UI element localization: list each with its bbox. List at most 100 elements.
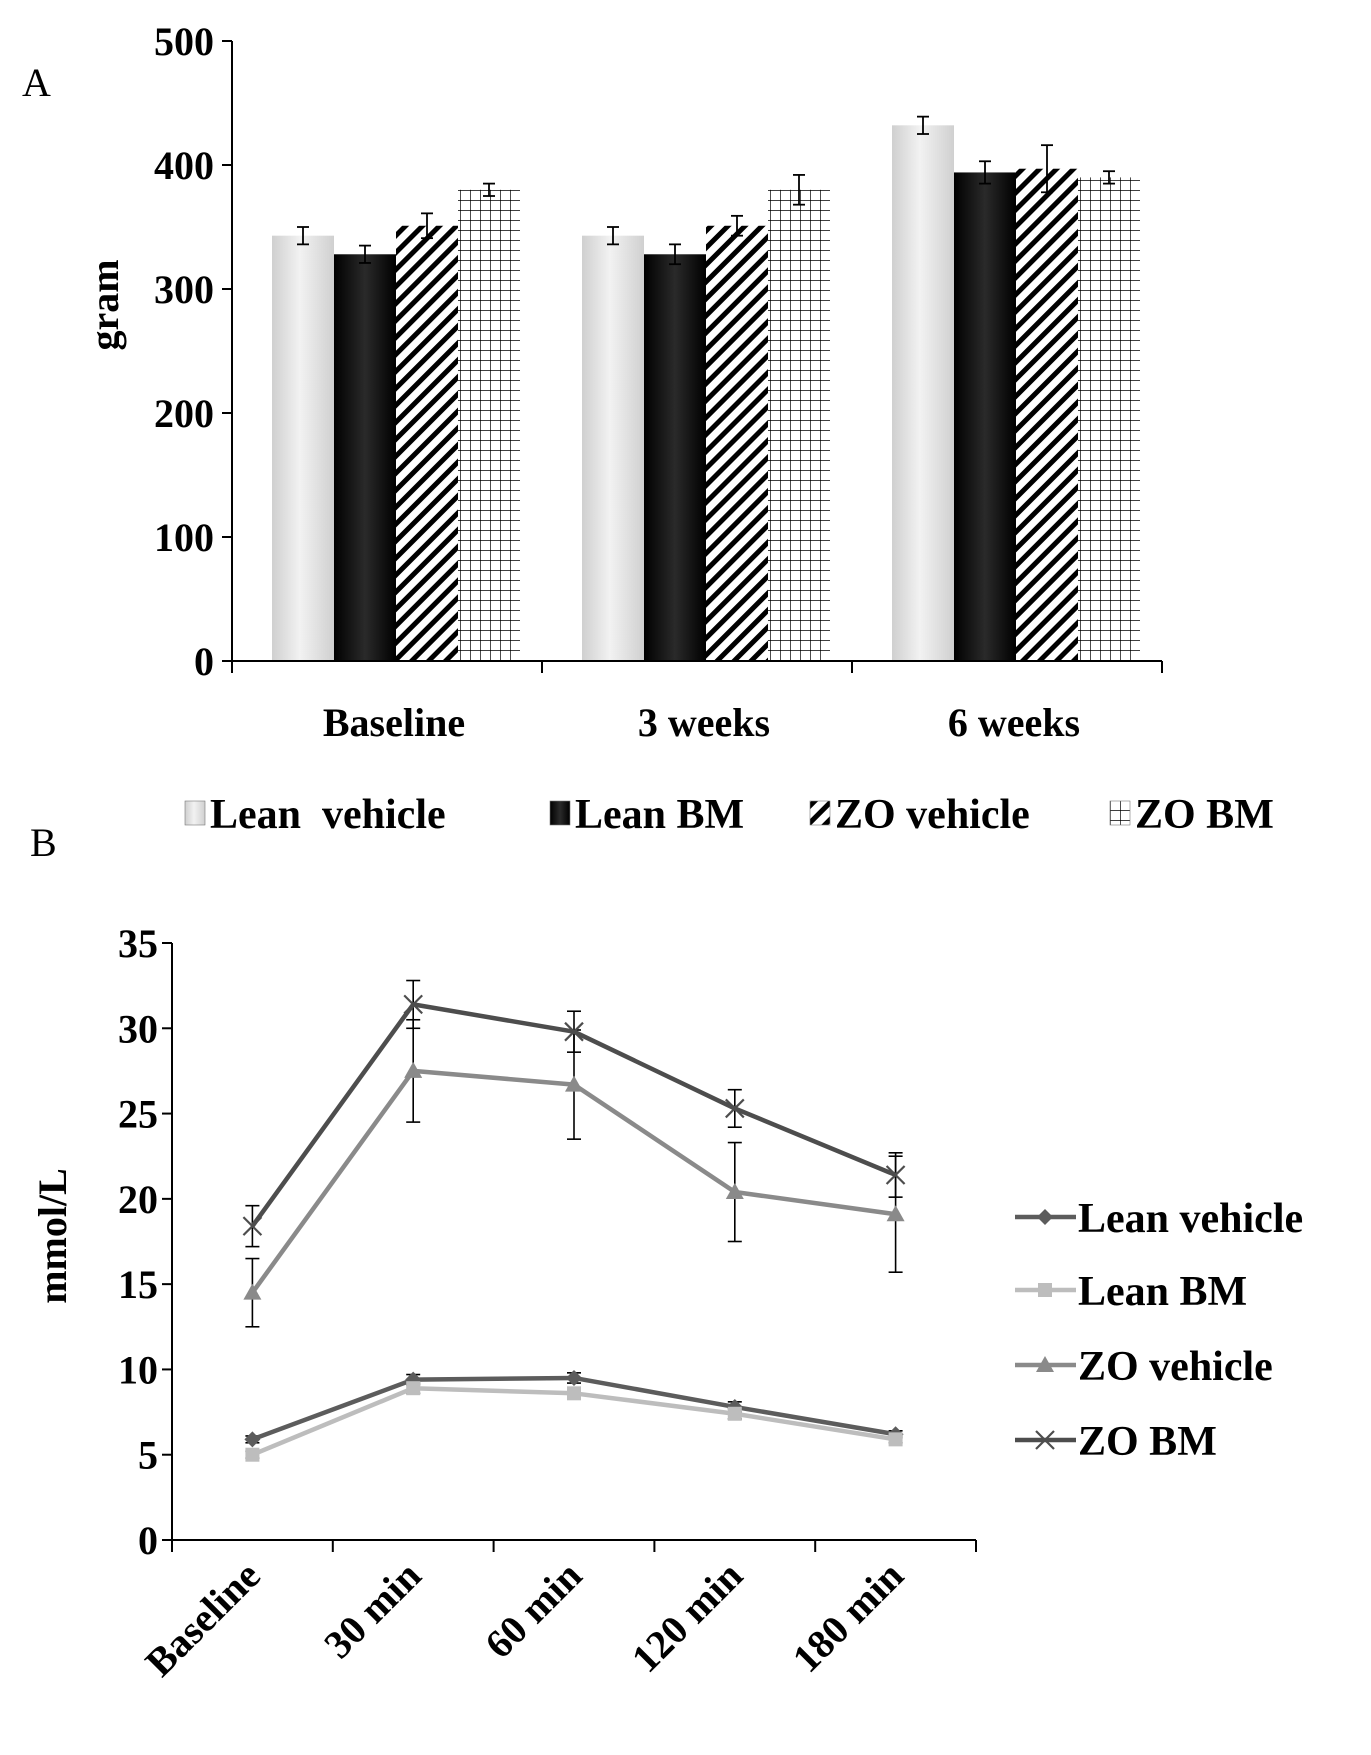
legend-label: Lean vehicle	[210, 792, 446, 838]
panel-b-x-tick-label: Baseline	[136, 1553, 268, 1685]
legend-item-zo-bm: ZO BM	[1015, 1419, 1217, 1465]
panel-b-y-ticks: 0 5 10 15 20 25 30 35	[118, 921, 158, 1563]
point-lean-bm-30-min	[406, 1381, 421, 1396]
legend-marker	[1035, 1430, 1055, 1450]
point-zo-bm-180-min	[885, 1165, 906, 1185]
error-bar-zo-bm-3-weeks	[793, 174, 805, 206]
panel-b-y-tick-label: 10	[118, 1347, 158, 1392]
point-zo-vehicle-baseline	[243, 1283, 262, 1300]
error-bar-zo-vehicle-6-weeks	[1041, 144, 1053, 194]
panel-b-y-tick-label: 25	[118, 1092, 158, 1137]
legend-swatch	[809, 800, 831, 826]
point-zo-bm-30-min	[403, 994, 423, 1015]
marker-stroke	[725, 1098, 745, 1119]
panel-a-y-tick-label: 100	[154, 515, 214, 560]
legend-item-lean-vehicle: Lean vehicle	[184, 792, 446, 838]
legend-swatch	[1109, 800, 1131, 826]
panel-b-y-tick-label: 30	[118, 1006, 158, 1051]
error-bar-zo-bm-6-weeks	[1103, 170, 1115, 185]
panel-a-error-bars	[297, 115, 1115, 266]
legend-item-lean-vehicle: Lean vehicle	[1015, 1196, 1303, 1242]
panel-a-axes	[222, 40, 1163, 673]
legend-swatch	[549, 800, 571, 826]
panel-a-x-ticks: Baseline 3 weeks 6 weeks	[323, 700, 1080, 745]
panel-b: B mmol/L 0 5 10 15 20 25 30 35 Baseline 30 min 60…	[30, 820, 1303, 1685]
error-bar-lean-vehicle-6-weeks	[917, 115, 929, 135]
panel-a-y-ticks: 0 100 200 300 400 500	[154, 19, 214, 684]
panel-a-y-tick-label: 500	[154, 19, 214, 64]
marker-stroke	[1035, 1430, 1055, 1450]
point-lean-bm-120-min	[727, 1406, 742, 1421]
point-zo-vehicle-30-min	[404, 1061, 423, 1078]
panel-b-x-ticks: Baseline 30 min 60 min 120 min 180 min	[136, 1553, 912, 1685]
legend-label: Lean BM	[575, 792, 744, 838]
legend-item-zo-vehicle: ZO vehicle	[1015, 1344, 1273, 1390]
bar-lean-bm-baseline	[334, 254, 396, 661]
legend-label: ZO BM	[1135, 792, 1274, 838]
point-lean-vehicle-baseline	[244, 1431, 261, 1448]
point-lean-vehicle-60-min	[566, 1369, 582, 1386]
panel-a-ylabel: gram	[82, 259, 127, 350]
bar-lean-vehicle-3-weeks	[582, 235, 644, 661]
panel-b-y-tick-label: 15	[118, 1262, 158, 1307]
panel-b-y-tick-label: 35	[118, 921, 158, 966]
panel-a-x-tick-label: Baseline	[323, 700, 465, 745]
legend-swatch	[184, 800, 206, 826]
bar-zo-vehicle-6-weeks	[1016, 168, 1078, 661]
bar-zo-bm-6-weeks	[1078, 177, 1140, 661]
panel-a-y-tick-label: 200	[154, 391, 214, 436]
bar-zo-bm-3-weeks	[768, 189, 830, 662]
point-zo-bm-baseline	[242, 1216, 263, 1236]
panel-b-y-tick-label: 0	[138, 1518, 158, 1563]
point-zo-vehicle-120-min	[725, 1183, 744, 1200]
legend-marker	[1036, 1356, 1054, 1372]
point-zo-vehicle-60-min	[565, 1075, 583, 1092]
legend-label: ZO vehicle	[1078, 1344, 1273, 1390]
panel-a-legend: Lean vehicle Lean BM ZO vehicle ZO BM	[184, 792, 1274, 838]
panel-a-x-tick-label: 3 weeks	[638, 700, 770, 745]
panel-a-x-tick-label: 6 weeks	[948, 700, 1080, 745]
error-bar-lean-bm-3-weeks	[669, 243, 681, 266]
bar-zo-bm-baseline	[458, 189, 520, 662]
panel-a-y-tick-label: 300	[154, 267, 214, 312]
panel-b-axes	[162, 942, 977, 1552]
bar-lean-bm-3-weeks	[644, 254, 706, 661]
legend-label: ZO BM	[1078, 1419, 1217, 1465]
legend-item-zo-vehicle: ZO vehicle	[809, 792, 1030, 838]
point-lean-bm-baseline	[245, 1447, 260, 1462]
panel-a: A gram 0 100 200 300 400 500 Baseline 3 weeks 6…	[22, 19, 1274, 838]
legend-label: Lean vehicle	[1078, 1196, 1303, 1242]
error-bar-zo-vehicle-baseline	[421, 212, 433, 240]
legend-item-zo-bm: ZO BM	[1109, 792, 1274, 838]
error-bar-lean-bm-baseline	[359, 244, 371, 264]
point-zo-bm-120-min	[725, 1098, 745, 1119]
panel-b-x-tick-label: 120 min	[623, 1553, 751, 1681]
error-bar-lean-vehicle-baseline	[297, 226, 309, 246]
panel-b-lines	[242, 994, 906, 1462]
legend-item-lean-bm: Lean BM	[549, 792, 744, 838]
point-lean-bm-60-min	[567, 1386, 581, 1401]
point-zo-bm-60-min	[564, 1021, 584, 1042]
panel-b-x-tick-label: 180 min	[783, 1553, 911, 1681]
panel-b-y-tick-label: 5	[138, 1433, 158, 1478]
error-bar-lean-vehicle-3-weeks	[607, 226, 619, 246]
panel-a-y-tick-label: 400	[154, 143, 214, 188]
error-bar-lean-bm-6-weeks	[979, 160, 991, 185]
point-zo-vehicle-180-min	[886, 1205, 905, 1222]
bar-lean-bm-6-weeks	[954, 172, 1016, 661]
error-bar-zo-vehicle-3-weeks	[731, 214, 743, 237]
bar-zo-vehicle-3-weeks	[706, 225, 768, 661]
legend-label: ZO vehicle	[835, 792, 1030, 838]
legend-label: Lean BM	[1078, 1269, 1247, 1315]
marker-stroke	[564, 1021, 584, 1042]
panel-b-letter: B	[30, 820, 57, 865]
marker-stroke	[885, 1165, 906, 1185]
marker-stroke	[403, 994, 423, 1015]
panel-b-legend: Lean vehicle Lean BM ZO vehicle ZO BM	[1015, 1196, 1303, 1465]
panel-b-ylabel: mmol/L	[30, 1168, 75, 1304]
panel-a-bars	[272, 125, 1140, 662]
panel-a-y-tick-label: 0	[194, 639, 214, 684]
bar-zo-vehicle-baseline	[396, 225, 458, 661]
panel-b-y-tick-label: 20	[118, 1177, 158, 1222]
